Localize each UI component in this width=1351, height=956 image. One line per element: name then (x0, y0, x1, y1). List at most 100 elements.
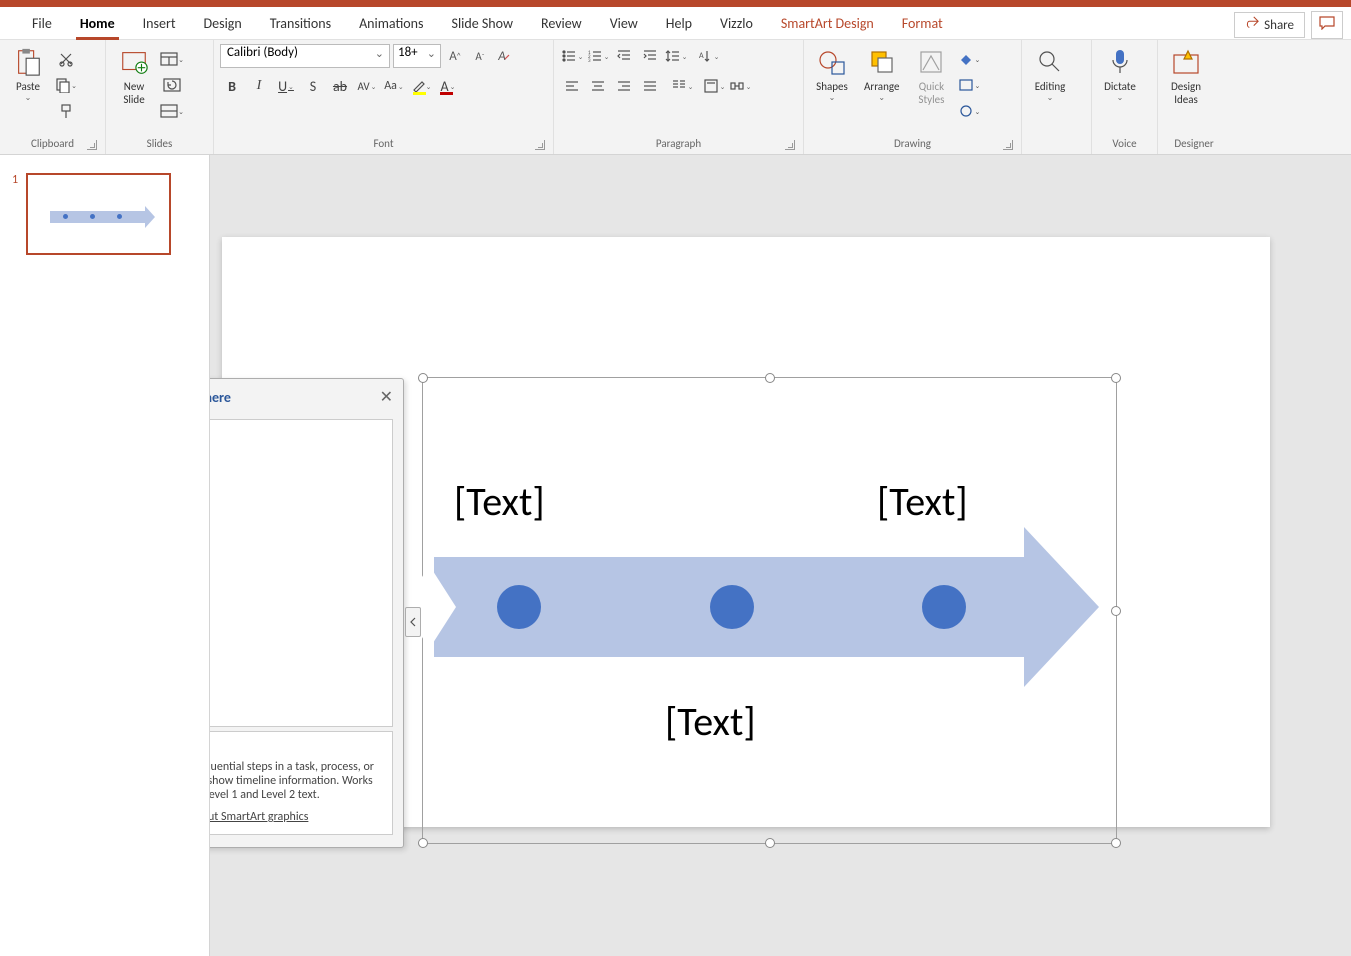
shape-fill-button[interactable]: ⌄ (957, 48, 981, 70)
group-editing: Editing⌄ . (1022, 40, 1092, 154)
resize-handle[interactable] (1111, 373, 1121, 383)
textpane-toggle-button[interactable] (405, 607, 421, 637)
editing-button[interactable]: Editing⌄ (1028, 44, 1072, 105)
comments-button[interactable] (1311, 11, 1343, 39)
tab-review[interactable]: Review (527, 9, 596, 39)
dialog-launcher-icon[interactable] (1003, 140, 1013, 150)
smartart-text-1[interactable]: [Text] (454, 477, 545, 526)
tab-design[interactable]: Design (190, 9, 256, 39)
align-left-button[interactable] (560, 74, 584, 98)
textpane-description: Basic Timeline Use to show sequential st… (210, 731, 393, 835)
tab-help[interactable]: Help (652, 9, 706, 39)
textpane-item[interactable]: [Text] (210, 457, 380, 484)
textpane-title: Type your text here (210, 389, 231, 406)
group-paragraph: ⌄ 123⌄ ⌄ A⌄ ⌄ ⌄ ⌄ (554, 40, 804, 154)
resize-handle[interactable] (765, 373, 775, 383)
tab-transitions[interactable]: Transitions (256, 9, 345, 39)
tab-home[interactable]: Home (66, 9, 129, 39)
section-button[interactable]: ⌄ (160, 100, 184, 122)
arrange-button[interactable]: Arrange⌄ (858, 44, 905, 105)
resize-handle[interactable] (418, 838, 428, 848)
tab-format[interactable]: Format (888, 9, 957, 39)
share-icon (1245, 16, 1259, 34)
paste-button[interactable]: Paste ⌄ (6, 44, 50, 105)
shapes-button[interactable]: Shapes⌄ (810, 44, 854, 105)
shape-outline-button[interactable]: ⌄ (957, 74, 981, 96)
quick-styles-button[interactable]: Quick Styles (909, 44, 953, 108)
font-size-dropdown[interactable]: 18+ (393, 44, 441, 68)
format-painter-button[interactable] (54, 100, 78, 122)
slide[interactable]: [Text] [Text] [Text] Type your text here… (222, 237, 1270, 827)
tab-file[interactable]: File (18, 9, 66, 39)
increase-font-button[interactable]: A^ (444, 44, 466, 68)
mic-icon (1104, 46, 1136, 78)
resize-handle[interactable] (418, 373, 428, 383)
new-slide-button[interactable]: New Slide (112, 44, 156, 108)
design-ideas-button[interactable]: Design Ideas (1164, 44, 1208, 108)
textpane-learn-more-link[interactable]: Learn more about SmartArt graphics (210, 810, 308, 824)
reset-button[interactable] (160, 74, 184, 96)
smartart-text-pane[interactable]: Type your text here ✕ [Text] [Text] [Tex… (210, 378, 404, 848)
font-name-dropdown[interactable]: Calibri (Body) (220, 44, 390, 68)
bullets-button[interactable]: ⌄ (560, 44, 584, 68)
layout-button[interactable]: ⌄ (160, 48, 184, 70)
line-spacing-button[interactable]: ⌄ (664, 44, 688, 68)
slide-canvas[interactable]: [Text] [Text] [Text] Type your text here… (210, 155, 1351, 956)
dictate-button[interactable]: Dictate⌄ (1098, 44, 1142, 105)
copy-button[interactable]: ⌄ (54, 74, 78, 96)
textpane-list[interactable]: [Text] [Text] [Text] (210, 419, 393, 727)
svg-text:A: A (699, 51, 704, 61)
smartart-text-2[interactable]: [Text] (877, 477, 968, 526)
align-text-button[interactable]: ⌄ (702, 76, 726, 96)
numbering-button[interactable]: 123⌄ (586, 44, 610, 68)
tab-vizzlo[interactable]: Vizzlo (706, 9, 767, 39)
smartart-text-3[interactable]: [Text] (665, 697, 756, 746)
dialog-launcher-icon[interactable] (535, 140, 545, 150)
new-slide-icon (118, 46, 150, 78)
shape-effects-button[interactable]: ⌄ (957, 100, 981, 122)
tab-smartart-design[interactable]: SmartArt Design (767, 9, 888, 39)
decrease-font-button[interactable]: Aˇ (469, 44, 491, 68)
dialog-launcher-icon[interactable] (87, 140, 97, 150)
resize-handle[interactable] (765, 838, 775, 848)
new-slide-label: New Slide (123, 80, 144, 106)
resize-handle[interactable] (1111, 838, 1121, 848)
strikethrough-button[interactable]: ab (328, 74, 352, 98)
resize-handle[interactable] (1111, 606, 1121, 616)
clear-formatting-button[interactable]: A (494, 44, 516, 68)
text-direction-button[interactable]: A⌄ (696, 46, 720, 66)
cut-button[interactable] (54, 48, 78, 70)
dialog-launcher-icon[interactable] (785, 140, 795, 150)
align-center-button[interactable] (586, 74, 610, 98)
share-button[interactable]: Share (1234, 12, 1305, 38)
bold-button[interactable]: B (220, 74, 244, 98)
underline-button[interactable]: U⌄ (274, 74, 298, 98)
change-case-button[interactable]: Aa⌄ (382, 74, 406, 98)
textpane-item[interactable]: [Text] (210, 430, 380, 457)
tab-view[interactable]: View (596, 9, 652, 39)
highlight-button[interactable]: ⌄ (409, 74, 433, 98)
group-label-designer: Designer (1164, 135, 1224, 152)
slide-thumbnail-1[interactable] (26, 173, 171, 255)
align-right-button[interactable] (612, 74, 636, 98)
textpane-item[interactable]: [Text] (210, 484, 380, 511)
share-label: Share (1264, 18, 1294, 33)
font-color-button[interactable]: A⌄ (436, 74, 460, 98)
smartart-dot-2[interactable] (710, 585, 754, 629)
increase-indent-button[interactable] (638, 44, 662, 68)
columns-button[interactable]: ⌄ (670, 74, 694, 98)
char-spacing-button[interactable]: AV⌄ (355, 74, 379, 98)
shadow-button[interactable]: S (301, 74, 325, 98)
smartart-dot-3[interactable] (922, 585, 966, 629)
smartart-dot-1[interactable] (497, 585, 541, 629)
decrease-indent-button[interactable] (612, 44, 636, 68)
tab-insert[interactable]: Insert (129, 9, 190, 39)
justify-button[interactable] (638, 74, 662, 98)
tab-animations[interactable]: Animations (345, 9, 437, 39)
ribbon: Paste ⌄ ⌄ Clipboard New Slide ⌄ ⌄ (0, 40, 1351, 155)
group-label-drawing: Drawing (810, 135, 1015, 152)
close-icon[interactable]: ✕ (380, 387, 393, 407)
italic-button[interactable]: I (247, 74, 271, 98)
convert-smartart-button[interactable]: ⌄ (728, 76, 752, 96)
tab-slideshow[interactable]: Slide Show (438, 9, 527, 39)
